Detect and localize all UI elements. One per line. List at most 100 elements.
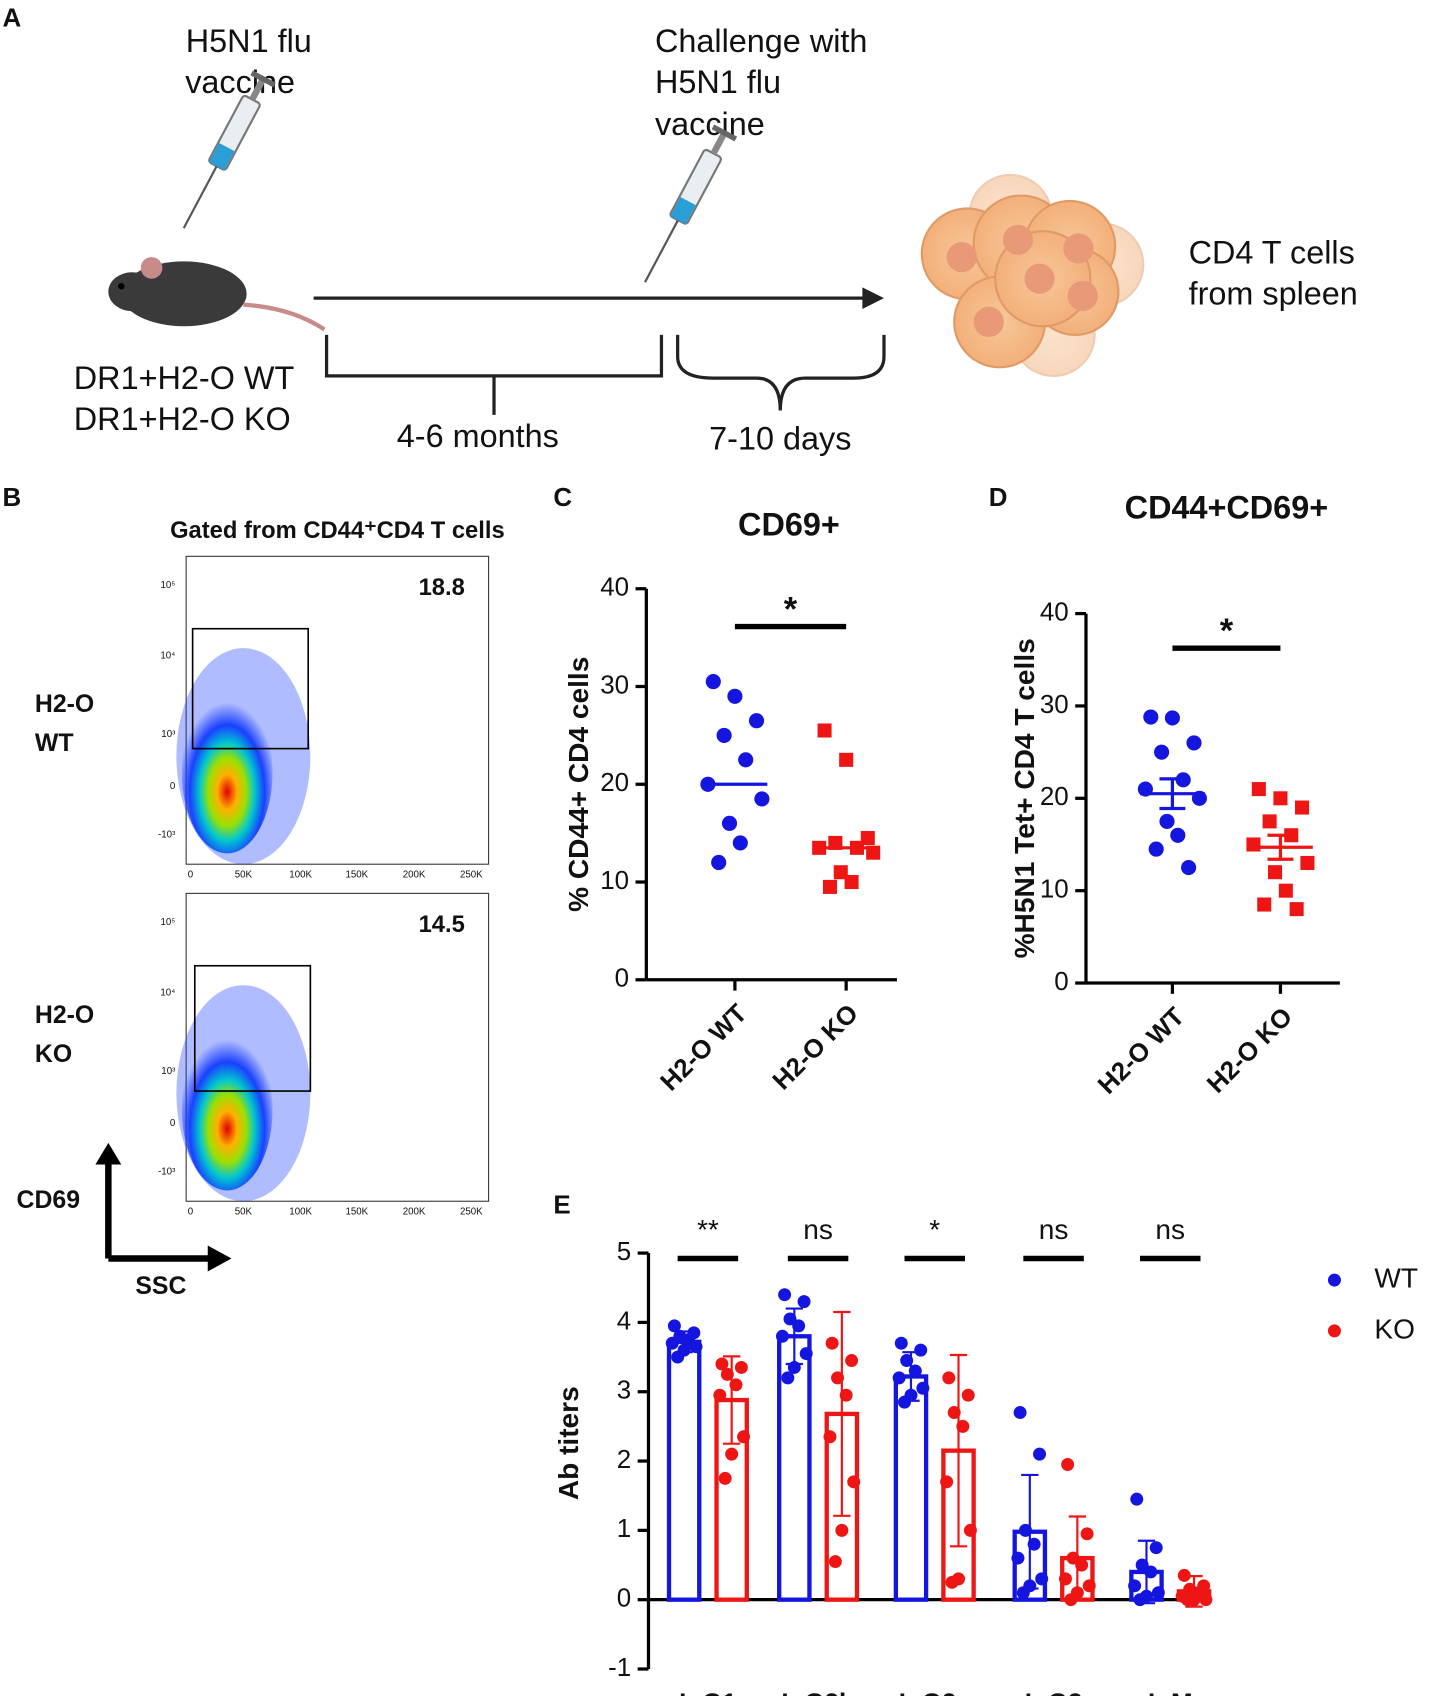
significance-label: * [784, 591, 798, 629]
data-point [718, 1471, 732, 1485]
data-point [940, 1475, 954, 1489]
flow-y-tick: 10³ [161, 729, 176, 740]
data-point [727, 688, 743, 704]
panel-label: D [989, 484, 1008, 512]
row-label: WT [35, 730, 74, 757]
arrow-head [95, 1142, 122, 1165]
flow-x-tick: 0 [188, 870, 194, 881]
data-point [1199, 1593, 1213, 1607]
x-tick-label: IgG2b [781, 1689, 854, 1696]
data-point [963, 1523, 977, 1537]
y-tick-label: 30 [1040, 691, 1069, 719]
mice-label: DR1+H2-O WT [74, 360, 295, 396]
data-point [847, 1475, 861, 1489]
data-point [1300, 855, 1315, 870]
error-bar [1185, 1575, 1203, 1608]
data-point [1082, 1579, 1096, 1593]
y-tick-label: 30 [600, 671, 629, 699]
bracket [676, 334, 886, 411]
data-point [825, 1336, 839, 1350]
data-point [1035, 1572, 1049, 1586]
data-point [894, 1336, 908, 1350]
data-point [778, 1288, 792, 1302]
error-bar [1068, 1515, 1086, 1601]
data-point [844, 875, 859, 890]
data-point [1273, 791, 1288, 806]
panel-a: A H5N1 flu vaccine Challenge with H5N1 f… [2, 4, 1357, 456]
data-point [828, 1555, 842, 1569]
y-tick-label: 0 [615, 965, 629, 993]
flow-x-tick: 100K [289, 1207, 312, 1218]
x-tick-label: IgG1 [679, 1689, 737, 1696]
cells-label: from spleen [1189, 276, 1358, 312]
cell-cluster [920, 173, 1145, 378]
flow-x-tick: 250K [460, 1207, 483, 1218]
data-point [822, 879, 837, 894]
error-bar [1267, 833, 1294, 861]
error-bar [1137, 1539, 1156, 1605]
data-point [839, 752, 854, 767]
data-point [845, 1354, 859, 1368]
cells-label: CD4 T cells [1189, 235, 1355, 271]
flow-x-tick: 200K [403, 1207, 426, 1218]
y-tick-label: 20 [600, 769, 629, 797]
interval-label: 4-6 months [397, 418, 559, 454]
gate [191, 627, 310, 750]
challenge-label: vaccine [655, 106, 765, 142]
row-label: H2-O [35, 691, 94, 718]
chart-title: CD44+CD69+ [1125, 489, 1328, 525]
x-tick-label: IgM [1148, 1689, 1193, 1696]
y-axis-label: CD69 [17, 1187, 80, 1214]
gate-value: 18.8 [419, 574, 465, 601]
significance-label: ** [697, 1214, 719, 1245]
data-point [1033, 1447, 1047, 1461]
flow-y-tick: 0 [170, 781, 176, 792]
bar [666, 1339, 702, 1602]
data-point [781, 1371, 795, 1385]
data-point [817, 723, 832, 738]
panel-b: B Gated from CD44⁺CD4 T cells CD69 SSC [2, 484, 504, 1300]
data-point [1257, 897, 1272, 912]
data-point [1151, 1586, 1165, 1600]
data-point [665, 1336, 679, 1350]
data-point [1080, 1527, 1094, 1541]
data-point [835, 1523, 849, 1537]
legend-label: KO [1374, 1313, 1415, 1344]
data-point [738, 752, 754, 768]
data-point [725, 1447, 739, 1461]
density-cloud [181, 691, 273, 854]
data-point [737, 1430, 751, 1444]
error-bar [833, 1310, 851, 1517]
error-bar [902, 1351, 920, 1402]
data-point [945, 1575, 959, 1589]
data-point [734, 1360, 748, 1374]
data-point [721, 815, 738, 831]
y-tick-label: 40 [1040, 598, 1069, 626]
flow-x-tick: 100K [289, 870, 312, 881]
x-tick-label: IgG3 [1025, 1689, 1083, 1696]
significance-label: * [1220, 612, 1234, 650]
vaccine-label: vaccine [185, 64, 295, 100]
y-tick-label: 40 [600, 574, 629, 602]
flow-y-tick: 10⁴ [160, 987, 175, 998]
x-tick-label: H2-O KO [768, 999, 864, 1095]
panel-label: B [2, 484, 21, 512]
flow-y-tick: 0 [170, 1118, 176, 1129]
y-tick-label: 0 [1054, 968, 1068, 996]
data-point [823, 1430, 837, 1444]
arrow-head [207, 1245, 232, 1272]
x-tick-label: H2-O KO [1202, 1003, 1298, 1099]
legend-marker [1327, 1273, 1341, 1287]
y-tick-label: 3 [617, 1377, 631, 1405]
x-tick-label: IgG2c [899, 1689, 971, 1696]
flow-y-tick: 10⁵ [160, 580, 175, 591]
data-point [1154, 744, 1170, 760]
data-point [1128, 1579, 1142, 1593]
data-point [961, 1388, 975, 1402]
flow-y-tick: -10³ [158, 830, 176, 841]
data-point [1278, 883, 1293, 898]
flow-x-tick: 50K [235, 870, 253, 881]
gate [193, 964, 312, 1092]
data-point [754, 791, 770, 807]
interval-label: 7-10 days [709, 420, 851, 456]
